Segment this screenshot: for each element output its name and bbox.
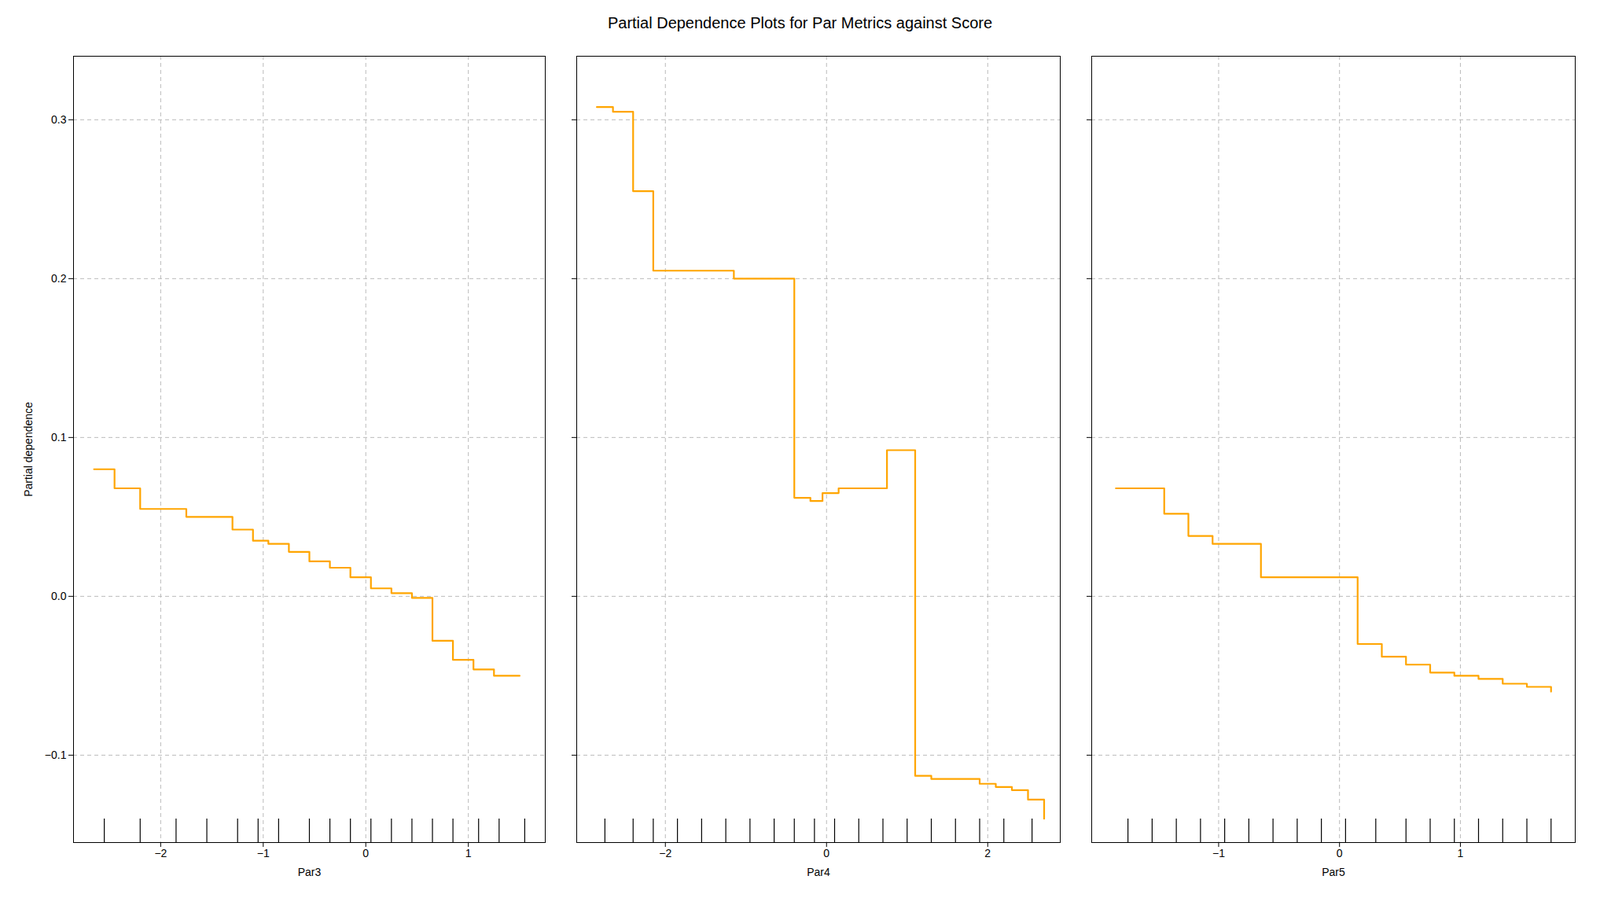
svg-text:0.2: 0.2 (51, 272, 67, 285)
svg-text:−2: −2 (658, 846, 672, 860)
svg-text:−1: −1 (256, 846, 269, 860)
svg-text:−0.1: −0.1 (44, 748, 67, 762)
svg-text:1: 1 (1456, 846, 1464, 860)
svg-text:Partial dependence: Partial dependence (22, 401, 35, 497)
svg-text:Par4: Par4 (806, 865, 831, 879)
svg-text:0.1: 0.1 (51, 430, 67, 444)
html-text:Partial Dependence Plots for P: Partial Dependence Plots for Par Metrics… (607, 14, 993, 32)
svg-text:0: 0 (823, 846, 830, 860)
svg-text:Par5: Par5 (1321, 865, 1346, 879)
svg-text:0.0: 0.0 (51, 589, 67, 603)
svg-text:0.3: 0.3 (51, 113, 67, 126)
svg-text:2: 2 (984, 846, 991, 860)
svg-text:0: 0 (1335, 846, 1343, 860)
svg-text:−2: −2 (154, 846, 167, 860)
svg-text:−1: −1 (1211, 846, 1225, 860)
svg-text:Par3: Par3 (297, 865, 321, 879)
svg-text:1: 1 (464, 846, 471, 860)
svg-text:0: 0 (362, 846, 369, 860)
